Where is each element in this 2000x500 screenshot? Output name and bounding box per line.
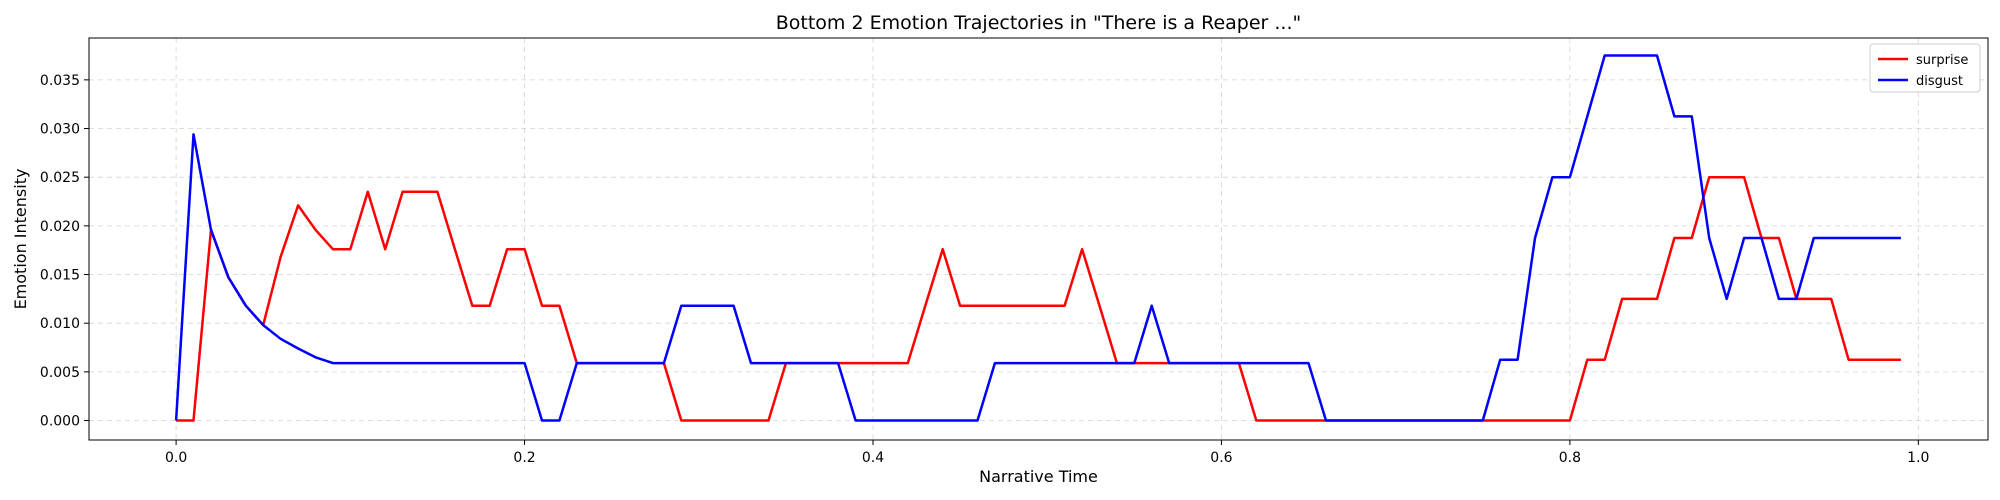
y-tick-label: 0.035	[40, 73, 80, 89]
legend-label-disgust: disgust	[1916, 74, 1963, 89]
y-tick-label: 0.025	[40, 170, 80, 186]
plot-frame	[88, 37, 1989, 441]
x-tick-label: 0.8	[1559, 450, 1581, 466]
x-axis-label: Narrative Time	[979, 467, 1098, 486]
series-line-surprise	[176, 175, 1901, 422]
y-tick-label: 0.010	[40, 316, 80, 332]
legend-label-surprise: surprise	[1916, 53, 1968, 68]
series-layer	[174, 54, 1901, 422]
grid-layer	[89, 38, 1988, 440]
legend: surprise disgust	[1869, 43, 1981, 93]
y-tick-label: 0.030	[40, 122, 80, 138]
x-tick-label: 0.2	[513, 450, 535, 466]
chart-title: Bottom 2 Emotion Trajectories in "There …	[776, 12, 1302, 34]
y-axis-label: Emotion Intensity	[11, 169, 30, 310]
series-line-disgust	[174, 54, 1901, 422]
x-tick-label: 1.0	[1907, 450, 1929, 466]
y-tick-label: 0.015	[40, 268, 80, 284]
x-tick-label: 0.6	[1210, 450, 1232, 466]
ticks-layer: 0.0 0.2 0.4 0.6 0.8 1.0 0.000 0.005 0.010 0.015 0.…	[40, 73, 1930, 466]
x-tick-label: 0.4	[862, 450, 884, 466]
y-tick-label: 0.005	[40, 365, 80, 381]
x-tick-label: 0.0	[165, 450, 187, 466]
y-tick-label: 0.020	[40, 219, 80, 235]
y-tick-label: 0.000	[40, 414, 80, 430]
